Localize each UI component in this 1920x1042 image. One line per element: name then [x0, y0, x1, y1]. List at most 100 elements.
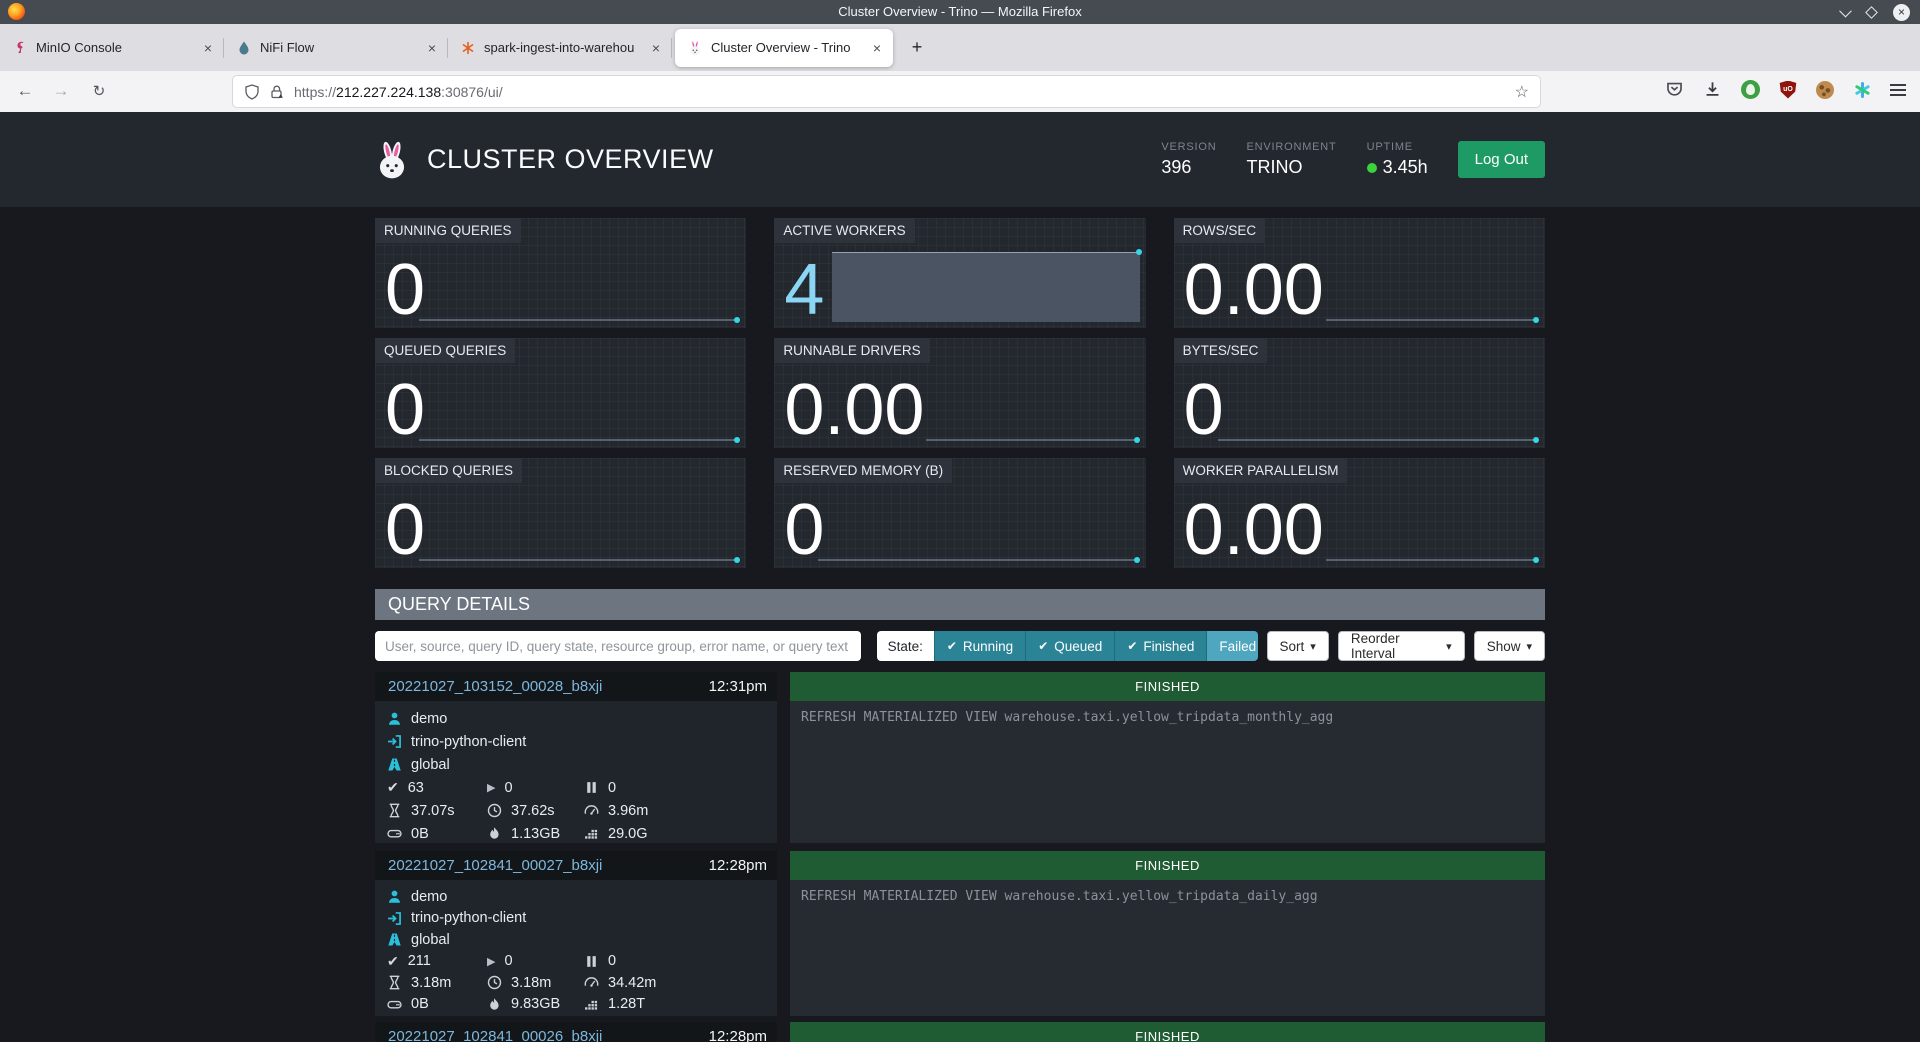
stat-tile-queued-queries: QUEUED QUERIES 0	[375, 338, 747, 448]
menu-icon[interactable]	[1890, 83, 1906, 96]
state-filter-label: State:	[876, 631, 934, 661]
query-row: 20221027_103152_00028_b8xji 12:31pm demo…	[375, 672, 1545, 843]
running-splits-icon: ▶	[487, 955, 496, 968]
reload-button[interactable]: ↻	[92, 83, 106, 100]
peak-memory: 1.13GB	[511, 825, 561, 842]
sparkline	[926, 437, 1140, 443]
sparkline-filled	[832, 249, 1142, 322]
pocket-icon[interactable]	[1665, 80, 1684, 99]
nifi-drop-icon	[239, 41, 249, 54]
tab-title: spark-ingest-into-warehou	[484, 40, 635, 55]
query-user: demo	[411, 710, 448, 727]
query-resource-group: global	[411, 931, 450, 948]
stat-tile-rows-sec: ROWS/SEC 0.00	[1173, 218, 1545, 328]
stat-tile-active-workers: ACTIVE WORKERS 4	[774, 218, 1146, 328]
pause-icon	[584, 780, 599, 795]
back-button[interactable]: ←	[16, 81, 34, 100]
tab-nifi-flow[interactable]: NiFi Flow ×	[224, 24, 448, 71]
query-row: 20221027_102841_00027_b8xji 12:28pm demo…	[375, 851, 1545, 1016]
elapsed-time: 3.18m	[511, 974, 552, 991]
show-dropdown[interactable]: Show ▾	[1473, 631, 1545, 661]
tab-spark-notebook[interactable]: spark-ingest-into-warehou ×	[448, 24, 672, 71]
query-id-link[interactable]: 20221027_102841_00027_b8xji	[388, 857, 603, 874]
download-icon[interactable]	[1703, 80, 1722, 99]
extension-icon-green[interactable]	[1741, 80, 1760, 99]
clock-icon	[487, 975, 502, 990]
stat-tile-reserved-memory: RESERVED MEMORY (B) 0	[774, 458, 1146, 568]
fire-icon	[487, 997, 502, 1012]
query-row-header: 20221027_102841_00026_b8xji 12:28pm	[375, 1022, 777, 1042]
logout-button[interactable]: Log Out	[1457, 141, 1545, 178]
cpu-time: 34.42m	[608, 974, 657, 991]
elapsed-time: 37.62s	[511, 802, 555, 819]
extension-icon-asterisk[interactable]	[1853, 81, 1871, 99]
state-filter-failed-dropdown[interactable]: Failed ▾	[1206, 631, 1258, 661]
tracking-shield-icon[interactable]	[244, 83, 260, 100]
tab-title: MinIO Console	[36, 40, 122, 55]
query-source: trino-python-client	[411, 733, 527, 750]
url-bar[interactable]: https://212.227.224.138:30876/ui/ ☆	[233, 76, 1540, 107]
query-id-link[interactable]: 20221027_102841_00026_b8xji	[388, 1028, 603, 1042]
query-details-header: QUERY DETAILS	[375, 589, 1545, 620]
forward-button[interactable]: →	[52, 81, 70, 100]
trino-bunny-icon	[690, 40, 700, 55]
user-icon	[387, 889, 402, 904]
query-search-input[interactable]	[375, 631, 861, 661]
reorder-interval-dropdown[interactable]: Reorder Interval ▾	[1337, 631, 1465, 661]
sign-in-icon	[387, 734, 402, 749]
fire-icon	[487, 826, 502, 841]
queued-splits: 0	[608, 953, 617, 970]
sparkline	[1217, 437, 1540, 443]
stat-tile-running-queries: RUNNING QUERIES 0	[375, 218, 747, 328]
close-icon[interactable]: ×	[1893, 3, 1910, 21]
state-filter-queued[interactable]: ✔ Queued	[1025, 631, 1115, 661]
state-filter-running[interactable]: ✔ Running	[933, 631, 1026, 661]
running-splits: 0	[504, 953, 513, 970]
caret-down-icon: ▾	[1310, 640, 1316, 653]
sparkline	[419, 437, 741, 443]
sparkline	[1325, 557, 1540, 563]
query-row-header: 20221027_102841_00027_b8xji 12:28pm	[375, 851, 777, 880]
stat-tile-blocked-queries: BLOCKED QUERIES 0	[375, 458, 747, 568]
sparkline	[1325, 317, 1540, 323]
tab-close-icon[interactable]: ×	[872, 39, 882, 56]
stat-tile-runnable-drivers: RUNNABLE DRIVERS 0.00	[774, 338, 1146, 448]
ublock-icon[interactable]: uO	[1779, 80, 1797, 99]
gauge-icon	[584, 975, 599, 990]
maximize-icon[interactable]	[1865, 5, 1878, 19]
url-text: https://212.227.224.138:30876/ui/	[294, 83, 503, 100]
peak-memory: 9.83GB	[511, 996, 561, 1013]
query-row: 20221027_102841_00026_b8xji 12:28pm FINI…	[375, 1022, 1545, 1042]
tab-close-icon[interactable]: ×	[651, 39, 661, 56]
tab-close-icon[interactable]: ×	[203, 39, 213, 56]
tab-cluster-overview-active[interactable]: Cluster Overview - Trino ×	[675, 28, 893, 67]
cumulative-memory: 1.28T	[608, 996, 646, 1013]
query-resource-group: global	[411, 756, 450, 773]
sparkline	[419, 317, 741, 323]
stat-tile-worker-parallelism: WORKER PARALLELISM 0.00	[1173, 458, 1545, 568]
lock-warning-icon[interactable]	[269, 84, 285, 100]
trino-navbar: CLUSTER OVERVIEW VERSION 396 ENVIRONMENT…	[0, 112, 1920, 207]
cumulative-memory: 29.0G	[608, 825, 648, 842]
caret-down-icon: ▾	[1526, 640, 1532, 653]
query-status-badge: FINISHED	[790, 1022, 1545, 1042]
environment-info: ENVIRONMENT TRINO	[1246, 141, 1337, 177]
cookie-extension-icon[interactable]	[1816, 80, 1834, 99]
query-id-link[interactable]: 20221027_103152_00028_b8xji	[388, 678, 603, 695]
sort-dropdown[interactable]: Sort ▾	[1266, 631, 1329, 661]
hdd-icon	[387, 997, 402, 1012]
query-source: trino-python-client	[411, 910, 527, 927]
state-filter-finished[interactable]: ✔ Finished	[1114, 631, 1207, 661]
query-list: 20221027_103152_00028_b8xji 12:31pm demo…	[375, 672, 1545, 1042]
page-title: CLUSTER OVERVIEW	[427, 144, 714, 174]
query-meta: demo trino-python-client global ✔ 63	[375, 701, 777, 843]
bookmark-star-icon[interactable]: ☆	[1514, 83, 1529, 101]
tab-minio-console[interactable]: MinIO Console ×	[0, 24, 224, 71]
minimize-icon[interactable]	[1839, 4, 1852, 17]
query-user: demo	[411, 888, 448, 905]
tab-close-icon[interactable]: ×	[427, 39, 437, 56]
wall-time: 37.07s	[411, 802, 455, 819]
check-icon: ✔	[1127, 639, 1138, 653]
new-tab-button[interactable]: +	[911, 37, 923, 57]
stat-tile-bytes-sec: BYTES/SEC 0	[1173, 338, 1545, 448]
